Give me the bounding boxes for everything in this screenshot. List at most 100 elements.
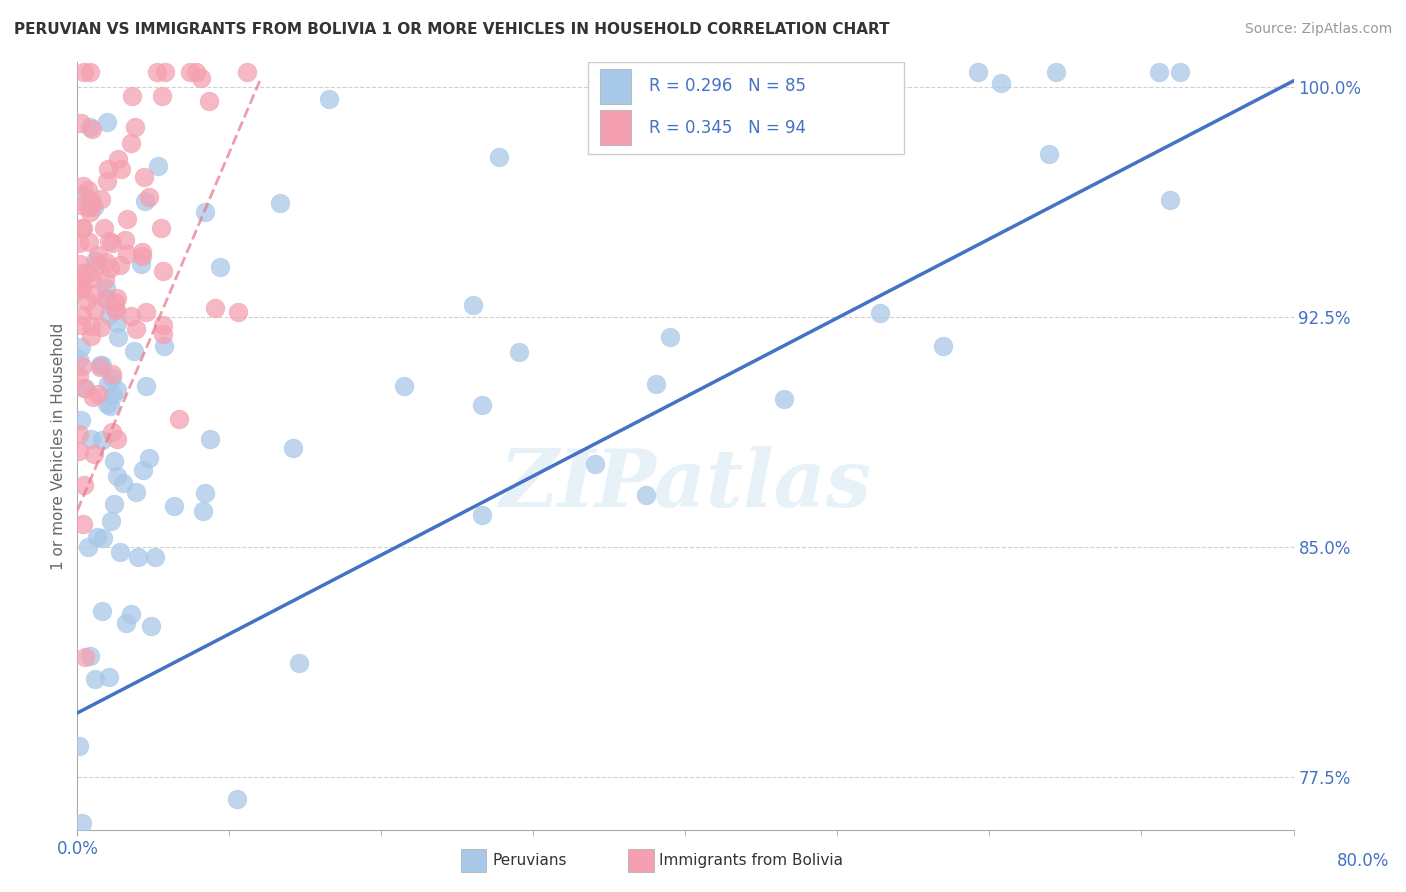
Point bbox=[115, 616, 138, 631]
Point bbox=[98, 309, 121, 323]
Point bbox=[124, 120, 146, 134]
Point bbox=[204, 301, 226, 315]
Point bbox=[105, 433, 128, 447]
Point bbox=[98, 399, 121, 413]
Point bbox=[77, 183, 100, 197]
Point bbox=[91, 604, 114, 618]
Point bbox=[76, 293, 98, 308]
Point bbox=[100, 514, 122, 528]
Point bbox=[634, 488, 657, 502]
Point bbox=[149, 220, 172, 235]
Point bbox=[153, 339, 176, 353]
Point bbox=[135, 305, 157, 319]
Point bbox=[79, 204, 101, 219]
Point bbox=[236, 64, 259, 78]
Point bbox=[73, 477, 96, 491]
Point bbox=[70, 318, 93, 332]
Point bbox=[67, 443, 90, 458]
Point bbox=[83, 447, 105, 461]
FancyBboxPatch shape bbox=[588, 62, 904, 154]
Point bbox=[100, 235, 122, 250]
Point bbox=[461, 298, 484, 312]
Point bbox=[197, 94, 219, 108]
Point bbox=[105, 291, 128, 305]
FancyBboxPatch shape bbox=[600, 111, 631, 145]
Point bbox=[152, 263, 174, 277]
Point bbox=[967, 64, 990, 78]
Point bbox=[70, 220, 93, 235]
Point bbox=[80, 319, 103, 334]
Point bbox=[83, 200, 105, 214]
Point bbox=[111, 475, 134, 490]
Point bbox=[108, 545, 131, 559]
Point bbox=[73, 64, 96, 78]
Point bbox=[194, 485, 217, 500]
Point bbox=[72, 266, 94, 280]
Point bbox=[67, 368, 90, 383]
Point bbox=[82, 270, 104, 285]
Point bbox=[138, 451, 160, 466]
Text: Source: ZipAtlas.com: Source: ZipAtlas.com bbox=[1244, 22, 1392, 37]
Point bbox=[104, 295, 127, 310]
Point bbox=[932, 339, 955, 353]
Point bbox=[190, 71, 212, 86]
Point bbox=[110, 161, 132, 176]
Point bbox=[135, 379, 157, 393]
Point bbox=[101, 425, 124, 439]
Point bbox=[82, 198, 104, 212]
Point bbox=[80, 193, 103, 207]
Point bbox=[125, 484, 148, 499]
Point bbox=[134, 194, 156, 208]
Point bbox=[70, 115, 93, 129]
Point bbox=[471, 399, 494, 413]
Point bbox=[94, 291, 117, 305]
Point bbox=[79, 120, 101, 134]
Point bbox=[70, 816, 93, 830]
Point bbox=[91, 531, 114, 545]
Point bbox=[90, 320, 112, 334]
Point bbox=[90, 433, 112, 447]
Point bbox=[288, 656, 311, 670]
Text: PERUVIAN VS IMMIGRANTS FROM BOLIVIA 1 OR MORE VEHICLES IN HOUSEHOLD CORRELATION : PERUVIAN VS IMMIGRANTS FROM BOLIVIA 1 OR… bbox=[14, 22, 890, 37]
Point bbox=[70, 308, 93, 322]
Point bbox=[67, 283, 90, 297]
Point bbox=[108, 258, 131, 272]
Point bbox=[82, 122, 104, 136]
Point bbox=[104, 303, 127, 318]
Point bbox=[101, 367, 124, 381]
Point bbox=[129, 257, 152, 271]
Point bbox=[96, 115, 118, 129]
Point bbox=[69, 278, 91, 293]
Point bbox=[94, 292, 117, 306]
Point bbox=[117, 246, 139, 260]
Point bbox=[79, 64, 101, 78]
Point bbox=[97, 234, 120, 248]
Point bbox=[1045, 64, 1067, 78]
Point bbox=[70, 340, 93, 354]
Point bbox=[184, 64, 207, 78]
Point bbox=[990, 76, 1012, 90]
Point bbox=[70, 413, 93, 427]
Point bbox=[72, 517, 94, 532]
Text: ZIPatlas: ZIPatlas bbox=[499, 446, 872, 523]
Point bbox=[80, 433, 103, 447]
Point bbox=[80, 329, 103, 343]
Point bbox=[125, 321, 148, 335]
Point bbox=[72, 188, 94, 202]
Point bbox=[105, 469, 128, 483]
Point bbox=[198, 432, 221, 446]
Point bbox=[269, 195, 291, 210]
Point bbox=[77, 235, 100, 249]
Point bbox=[89, 359, 111, 373]
Point bbox=[208, 260, 231, 274]
Point bbox=[73, 381, 96, 395]
Point bbox=[193, 504, 215, 518]
Point bbox=[67, 427, 90, 442]
Point bbox=[150, 88, 173, 103]
Point bbox=[619, 64, 641, 78]
Point bbox=[67, 352, 90, 367]
Point bbox=[94, 281, 117, 295]
Point bbox=[318, 92, 340, 106]
Y-axis label: 1 or more Vehicles in Household: 1 or more Vehicles in Household bbox=[51, 322, 66, 570]
Text: Immigrants from Bolivia: Immigrants from Bolivia bbox=[659, 854, 844, 868]
